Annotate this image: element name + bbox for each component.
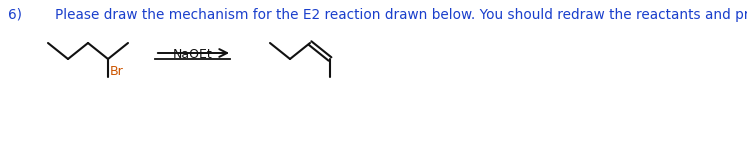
Text: Br: Br xyxy=(110,65,124,78)
Text: Please draw the mechanism for the E2 reaction drawn below. You should redraw the: Please draw the mechanism for the E2 rea… xyxy=(55,8,747,22)
Text: NaOEt: NaOEt xyxy=(173,48,212,61)
Text: 6): 6) xyxy=(8,8,22,22)
